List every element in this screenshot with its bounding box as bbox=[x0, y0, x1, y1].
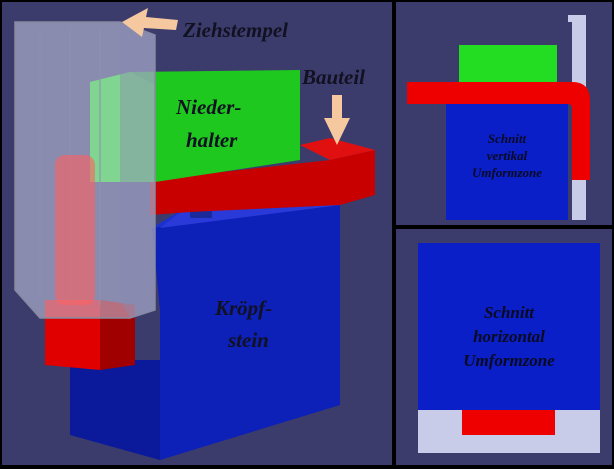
label-kroepfstein-2: stein bbox=[227, 328, 269, 352]
label-niederhalter-1: Nieder- bbox=[175, 95, 241, 119]
bauteil-arrow bbox=[324, 95, 350, 145]
vertical-section-line-1: Schnitt bbox=[488, 131, 527, 146]
ziehstempel-punch bbox=[14, 21, 156, 319]
horizontal-section-line-1: Schnitt bbox=[484, 303, 535, 322]
label-ziehstempel: Ziehstempel bbox=[182, 18, 288, 42]
ziehstempel-arrow bbox=[122, 8, 178, 37]
label-bauteil: Bauteil bbox=[301, 65, 365, 89]
horizontal-section-line-3: Umformzone bbox=[463, 351, 555, 370]
horizontal-section-line-2: horizontal bbox=[473, 327, 545, 346]
label-kroepfstein-1: Kröpf- bbox=[214, 296, 272, 320]
horizontal-section-diagram bbox=[418, 243, 600, 453]
kroepfstein-block bbox=[70, 195, 340, 460]
label-niederhalter-2: halter bbox=[186, 128, 238, 152]
vertical-section-line-3: Umformzone bbox=[472, 165, 542, 180]
vertical-section-diagram bbox=[407, 15, 590, 220]
vertical-section-line-2: vertikal bbox=[487, 148, 528, 163]
